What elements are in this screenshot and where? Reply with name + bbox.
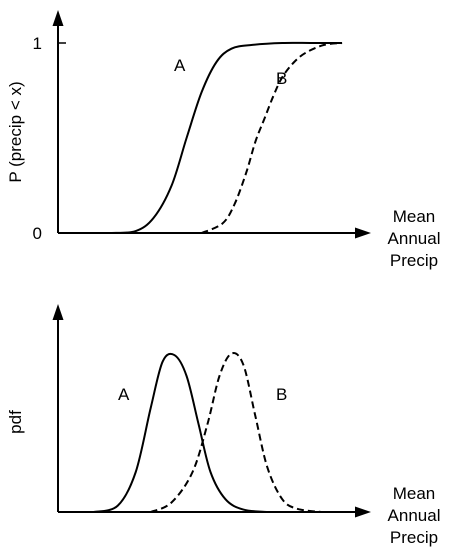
pdf-x-axis-label-line-3: Precip (390, 528, 438, 547)
cdf-series-a-line (111, 41, 343, 234)
pdf-series-a-line (93, 352, 268, 513)
cdf-series-b-label: B (276, 69, 287, 88)
pdf-series-b-label: B (276, 385, 287, 404)
pdf-series-a-label: A (118, 385, 130, 404)
cdf-y-tick-label-0: 0 (33, 224, 42, 243)
pdf-y-axis-label: pdf (6, 410, 25, 434)
cdf-x-axis-arrow (355, 227, 371, 239)
pdf-chart: pdf Mean Annual Precip A B (6, 304, 440, 547)
cdf-y-tick-label-1: 1 (33, 34, 42, 53)
cdf-x-axis-label-line-2: Annual (388, 229, 441, 248)
pdf-x-axis-arrow (355, 506, 371, 518)
cdf-series-a-label: A (174, 56, 186, 75)
pdf-x-axis-label-line-2: Annual (388, 506, 441, 525)
pdf-series-b-line (150, 352, 322, 513)
cdf-y-axis-arrow (52, 10, 64, 26)
cdf-y-axis-label: P (precip < x) (6, 81, 25, 182)
cdf-x-axis-label-line-3: Precip (390, 251, 438, 270)
cdf-series-b-line (201, 42, 343, 234)
pdf-y-axis-arrow (52, 304, 64, 320)
cdf-x-axis-label-line-1: Mean (393, 207, 436, 226)
cdf-chart: 0 1 P (precip < x) Mean Annual Precip A B (6, 10, 440, 270)
pdf-x-axis-label-line-1: Mean (393, 484, 436, 503)
